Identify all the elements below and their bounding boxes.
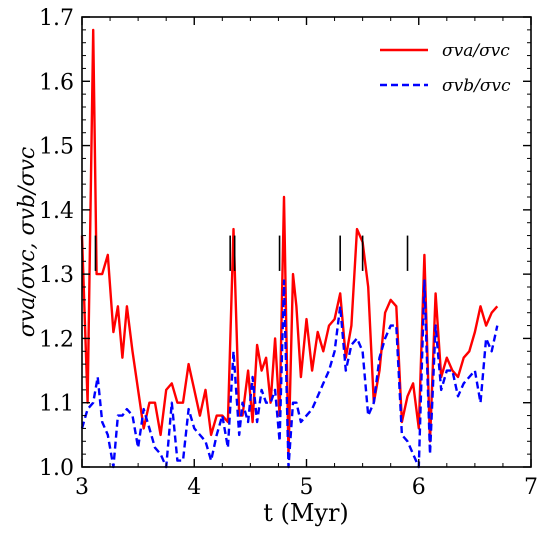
plot-series (80, 28, 499, 469)
vertical-markers (94, 235, 409, 271)
series-line-a (80, 28, 499, 456)
x-axis-label: t (Myr) (263, 499, 349, 527)
y-tick-label: 1.5 (39, 135, 74, 160)
y-tick-label: 1.4 (39, 199, 74, 224)
axis-ticks: 3 4 5 6 7 1.0 1.1 1.2 1.3 1.4 1.5 1.6 1.7 (39, 6, 538, 500)
y-tick-label: 1.2 (39, 327, 74, 352)
x-tick-label: 3 (75, 475, 89, 500)
legend: σva/σvc σvb/σvc (380, 41, 511, 96)
x-tick-label: 6 (412, 475, 426, 500)
y-tick-label: 1.7 (39, 6, 74, 31)
plot-frame (81, 16, 532, 468)
y-axis-label: σva/σvc, σvb/σvc (15, 147, 40, 337)
series-line-b (80, 279, 499, 469)
y-tick-label: 1.0 (39, 456, 74, 481)
x-tick-label: 5 (300, 475, 314, 500)
legend-label-series-b: σvb/σvc (442, 76, 511, 96)
x-tick-label: 4 (187, 475, 201, 500)
x-tick-label: 7 (524, 475, 538, 500)
y-tick-label: 1.3 (39, 263, 74, 288)
legend-label-series-a: σva/σvc (442, 41, 510, 61)
y-tick-label: 1.1 (39, 392, 74, 417)
y-tick-label: 1.6 (39, 70, 74, 95)
